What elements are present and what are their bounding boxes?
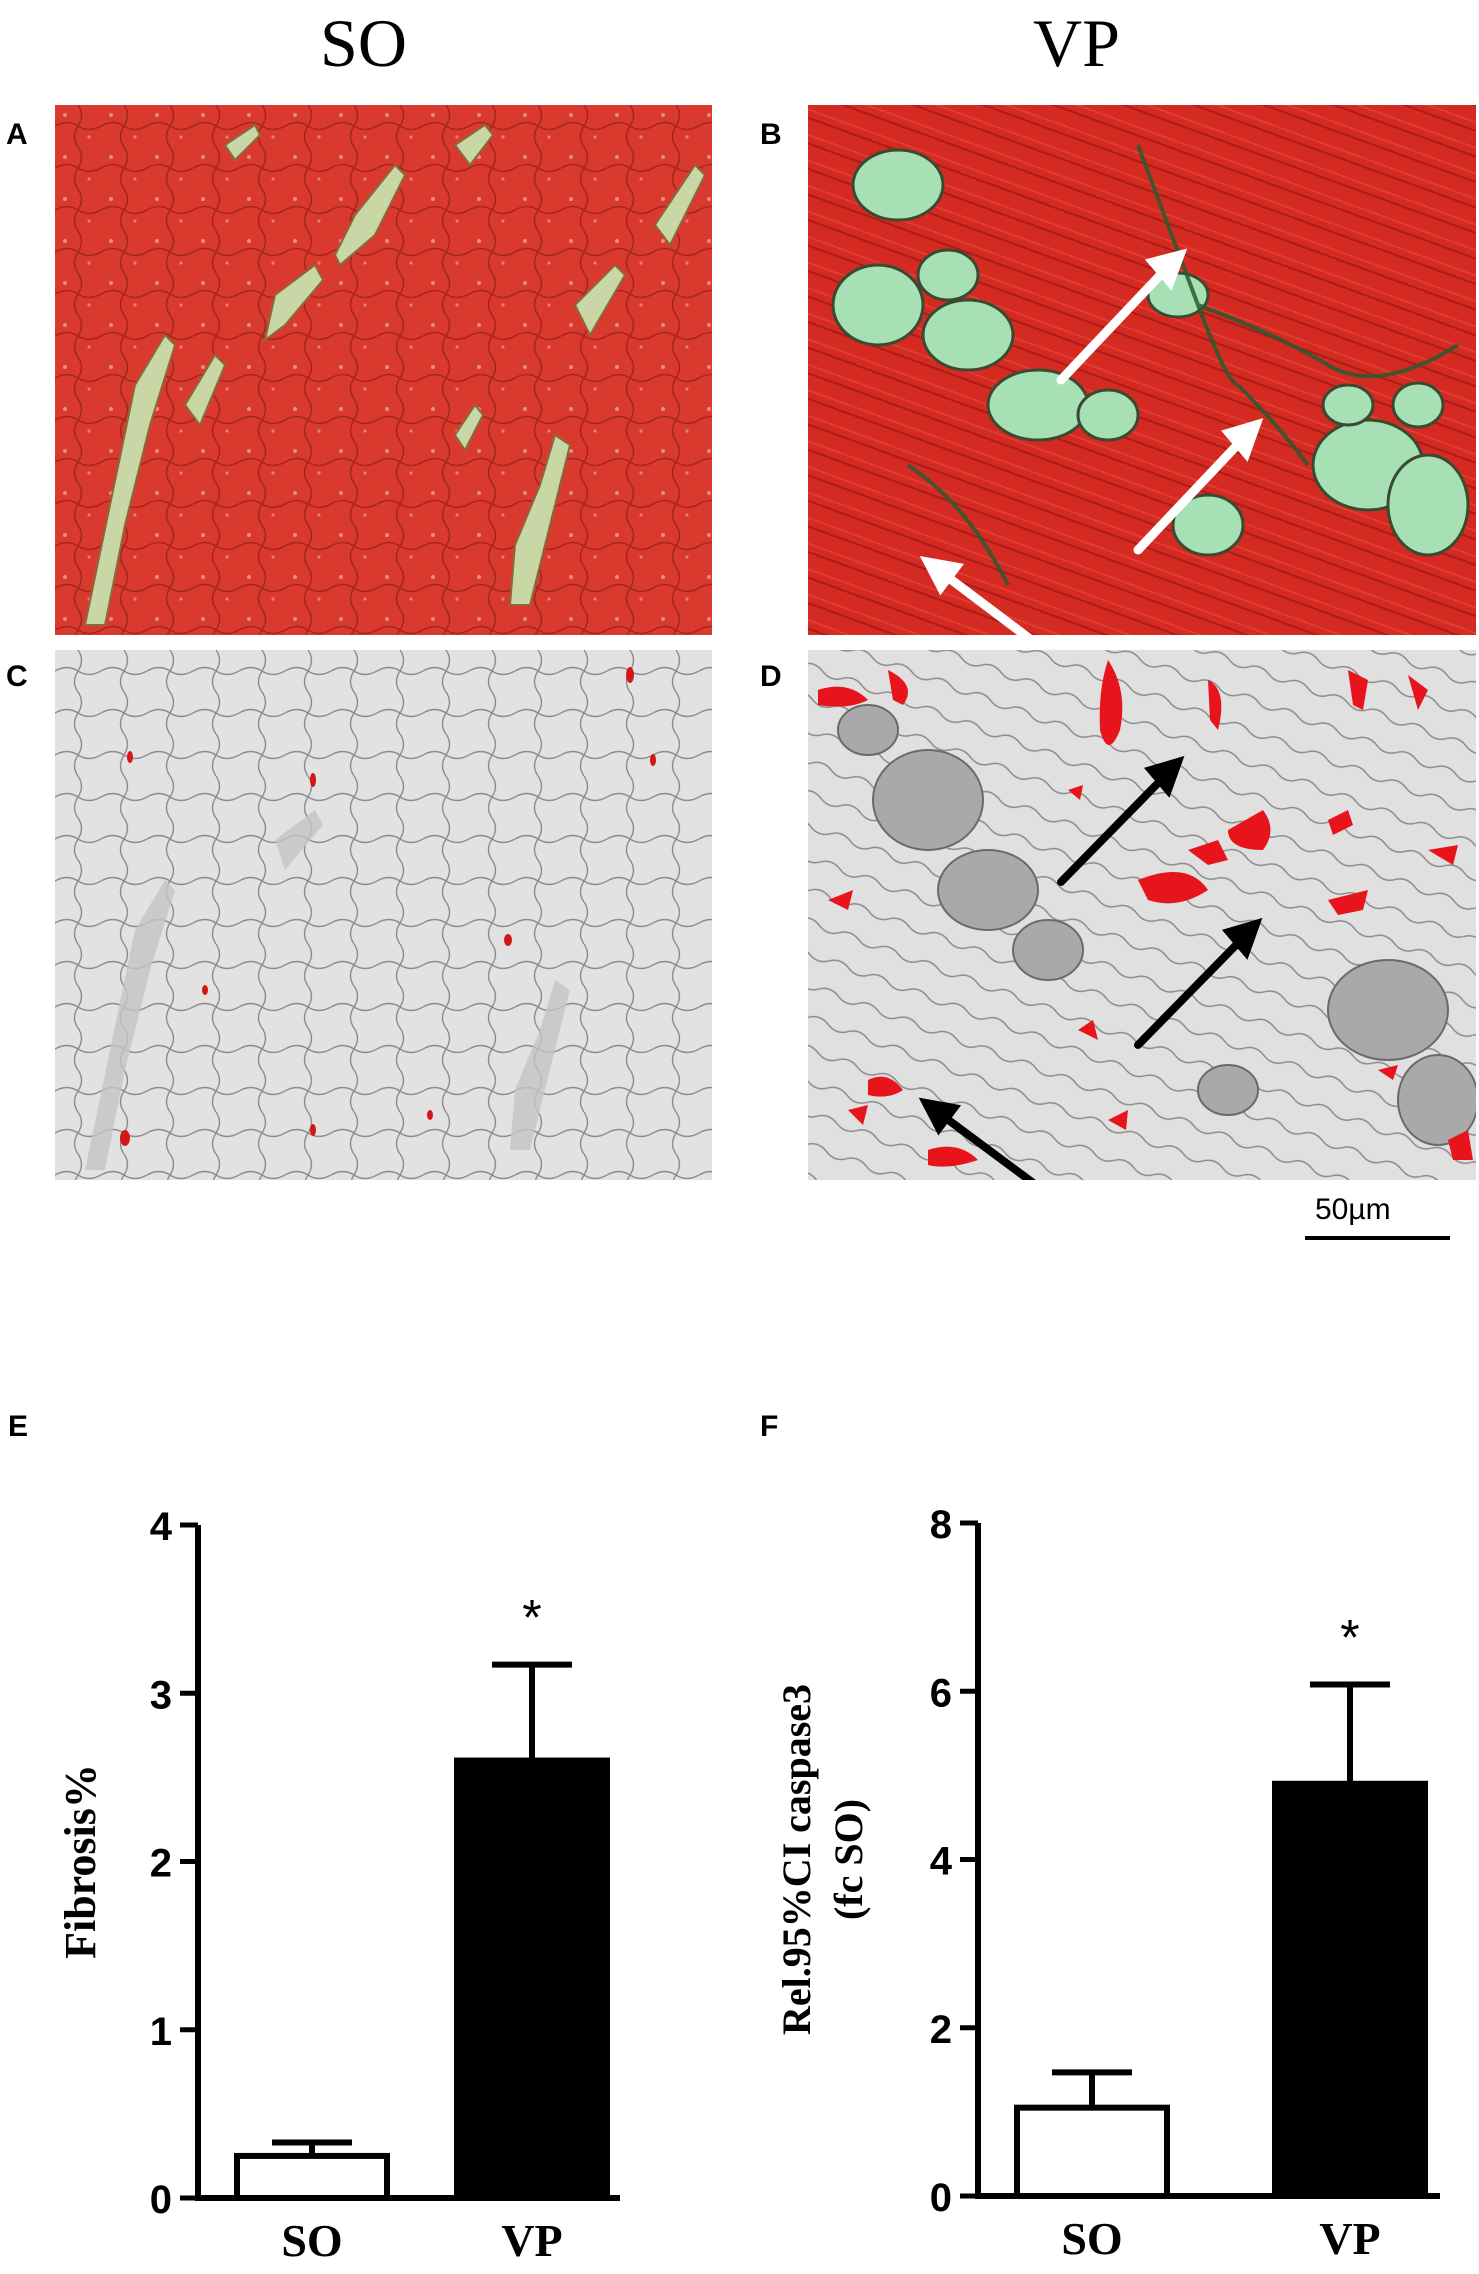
panel-label-f: F: [760, 1410, 779, 1443]
micrograph-vp-stained: [808, 105, 1476, 635]
chart-e-y-axis-label: Fibrosis%: [56, 1764, 105, 1959]
chart-e-y-tick-label: 2: [150, 1842, 172, 1886]
chart-f-category-label-vp: VP: [1319, 2213, 1380, 2264]
column-title-vp: VP: [1033, 5, 1120, 81]
chart-f-y-tick-label: 6: [930, 1671, 952, 1715]
chart-e-y-tick-label: 3: [150, 1673, 172, 1717]
micrograph-so-thresholded: [55, 650, 712, 1180]
panel-label-a: A: [6, 118, 28, 151]
panel-label-c: C: [6, 660, 28, 693]
column-title-so: SO: [320, 5, 407, 81]
white-arrow-icon: [919, 555, 1033, 635]
chart-fibrosis-svg: 0 1 2 3 4 SO * VP Fibrosis%: [56, 1505, 620, 2266]
black-arrow-icon: [918, 1097, 1036, 1180]
chart-f-y-tick-label: 4: [930, 1840, 953, 1884]
chart-e-significance-marker: *: [522, 1590, 541, 1646]
chart-caspase3: 0 2 4 6 8 SO * VP Rel.95%CI caspase3 (fc SO): [740, 1440, 1479, 2274]
chart-f-y-tick-label: 8: [930, 1503, 952, 1547]
chart-e-category-label-vp: VP: [501, 2215, 562, 2266]
black-arrow-icon: [1134, 917, 1263, 1049]
chart-e-y-tick-label: 1: [150, 2010, 172, 2054]
white-arrow-icon: [1056, 248, 1188, 385]
chart-f-bar-so: [1014, 2104, 1170, 2200]
chart-f-y-axis-label: Rel.95%CI caspase3: [774, 1684, 819, 2035]
chart-e-y-tick-label: 4: [150, 1505, 173, 1549]
chart-f-bar-vp: [1272, 1780, 1428, 2199]
scale-bar-line: [1305, 1236, 1450, 1240]
chart-f-y-axis-label-line2: (fc SO): [826, 1799, 871, 1920]
chart-f-y-tick-label: 0: [930, 2176, 952, 2220]
micrograph-so-stained: [55, 105, 712, 635]
chart-f-significance-marker: *: [1340, 1610, 1359, 1666]
panel-label-d: D: [760, 660, 782, 693]
panel-label-b: B: [760, 118, 782, 151]
chart-fibrosis: 0 1 2 3 4 SO * VP Fibrosis%: [0, 1440, 740, 2274]
panel-label-e: E: [8, 1410, 29, 1443]
chart-caspase3-svg: 0 2 4 6 8 SO * VP Rel.95%CI caspase3 (fc SO): [774, 1503, 1440, 2264]
chart-e-bar-vp: [454, 1757, 610, 2201]
black-arrow-icon: [1057, 755, 1185, 886]
chart-e-category-label-so: SO: [281, 2215, 342, 2266]
chart-e-y-tick-label: 0: [150, 2178, 172, 2222]
micrograph-vp-thresholded: [808, 650, 1476, 1180]
chart-f-y-tick-label: 2: [930, 2008, 952, 2052]
scale-bar-label: 50µm: [1315, 1193, 1391, 1226]
chart-f-category-label-so: SO: [1061, 2213, 1122, 2264]
chart-e-bar-so: [234, 2152, 390, 2201]
white-arrow-icon: [1133, 418, 1264, 555]
